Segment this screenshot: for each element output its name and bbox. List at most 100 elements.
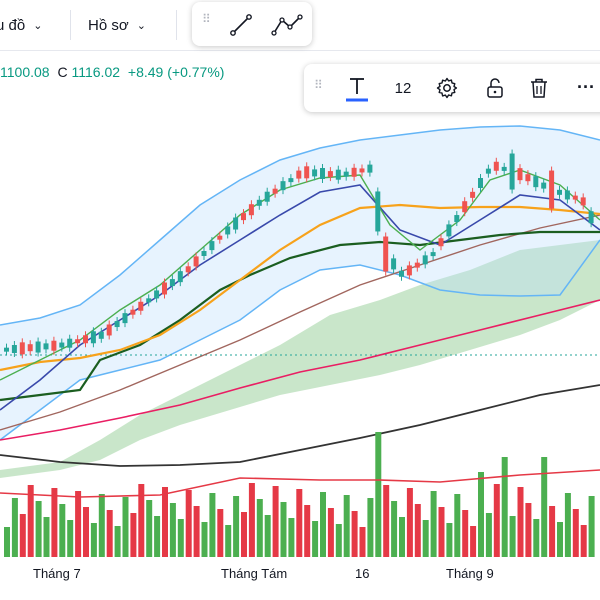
volume-bar [438, 507, 445, 557]
volume-bar [557, 522, 563, 557]
volume-bar [27, 485, 34, 557]
gear-icon[interactable] [432, 74, 462, 102]
band-lower-line [0, 239, 600, 441]
volume-bar [4, 527, 10, 557]
close-label: C [57, 64, 68, 80]
volume-bar [67, 520, 74, 557]
volume-bar [541, 457, 548, 557]
chevron-down-icon: ⌄ [136, 19, 146, 32]
path-icon[interactable] [270, 10, 304, 40]
volume-bar [288, 518, 295, 557]
candle-body [98, 331, 104, 339]
volume-bar [533, 519, 540, 557]
candle-body [83, 335, 88, 344]
x-axis-label: Tháng 9 [446, 566, 494, 581]
x-axis-label: Tháng Tám [221, 566, 288, 581]
volume-bar [470, 526, 477, 557]
trend-line-icon[interactable] [226, 10, 256, 40]
moving-average-line [0, 230, 600, 402]
candle-body [209, 241, 215, 251]
candle-body [580, 197, 586, 206]
volume-bar [106, 510, 113, 557]
candle-body [391, 258, 397, 270]
volume-bar [162, 487, 168, 557]
volume-bar [312, 521, 319, 557]
drag-handle-icon[interactable]: ⠿ [202, 12, 211, 26]
text-tool-icon[interactable] [342, 72, 372, 104]
candle-body [162, 282, 167, 295]
candle-body [430, 252, 436, 257]
candle-body [296, 170, 302, 179]
candle-body [225, 226, 231, 235]
volume-bar [367, 498, 374, 557]
volume-bar [209, 493, 216, 557]
volume-bar [130, 513, 137, 557]
volume-bar [375, 432, 382, 557]
candle-body [248, 204, 254, 216]
moving-average-line [0, 384, 600, 467]
candle-body [312, 169, 318, 177]
volume-bar [564, 493, 571, 557]
volume-bar [233, 496, 240, 557]
volume-bar [406, 488, 413, 557]
volume-bar [485, 513, 492, 557]
candle-body [588, 211, 594, 224]
volume-bar [343, 495, 350, 557]
candle-body [359, 168, 365, 173]
drawing-tools-bar: ⠿ [192, 2, 312, 46]
candle-body [154, 290, 160, 299]
trash-icon[interactable] [524, 74, 554, 102]
candle-body [288, 178, 294, 183]
volume-bar [248, 483, 255, 557]
candlesticks [4, 149, 594, 359]
volume-bar [75, 491, 82, 557]
candle-body [51, 340, 57, 351]
volume-bar [193, 506, 200, 557]
candle-body [11, 345, 17, 354]
candle-body [375, 191, 381, 232]
profile-menu[interactable]: Hồ sơ ⌄ [88, 10, 146, 40]
floating-text-toolbar: ⠿ 12 ··· [304, 64, 600, 112]
candle-body [446, 224, 452, 237]
x-axis-label: Tháng 7 [33, 566, 81, 581]
candle-body [557, 189, 562, 195]
candle-body [27, 344, 33, 352]
change-percent: (+0.77%) [167, 64, 225, 80]
volume-bar [51, 488, 58, 557]
candle-body [241, 213, 246, 221]
volume-bar [422, 520, 429, 557]
volume-bar [114, 526, 121, 557]
volume-bar [454, 494, 461, 557]
candle-body [517, 168, 523, 181]
candle-body [327, 171, 333, 178]
candle-body [264, 191, 270, 202]
candle-body [549, 170, 555, 209]
volume-bar [478, 472, 484, 557]
toolbar-divider [70, 10, 71, 40]
volume-bar [225, 525, 232, 557]
unlock-icon[interactable] [480, 74, 510, 102]
chevron-down-icon: ⌄ [33, 19, 43, 32]
font-size-select[interactable]: 12 [394, 79, 412, 97]
candle-body [280, 181, 286, 191]
candle-body [485, 168, 491, 174]
candle-body [177, 271, 183, 283]
volume-bar [304, 505, 311, 557]
volume-bar [430, 491, 437, 557]
chart-type-menu[interactable]: u đồ ⌄ [0, 10, 42, 40]
candle-body [4, 347, 9, 352]
candle-body [114, 321, 120, 328]
candle-body [351, 167, 357, 177]
drag-handle-icon[interactable]: ⠿ [314, 78, 323, 92]
candle-body [462, 201, 468, 213]
candle-body [272, 188, 278, 194]
toolbar-divider [176, 10, 177, 40]
candle-body [43, 343, 49, 350]
candle-body [509, 153, 515, 190]
more-icon[interactable]: ··· [577, 76, 595, 97]
volume-bar [185, 490, 192, 557]
candle-body [35, 341, 41, 353]
volume-bar [335, 524, 342, 557]
volume-bar [572, 509, 579, 557]
